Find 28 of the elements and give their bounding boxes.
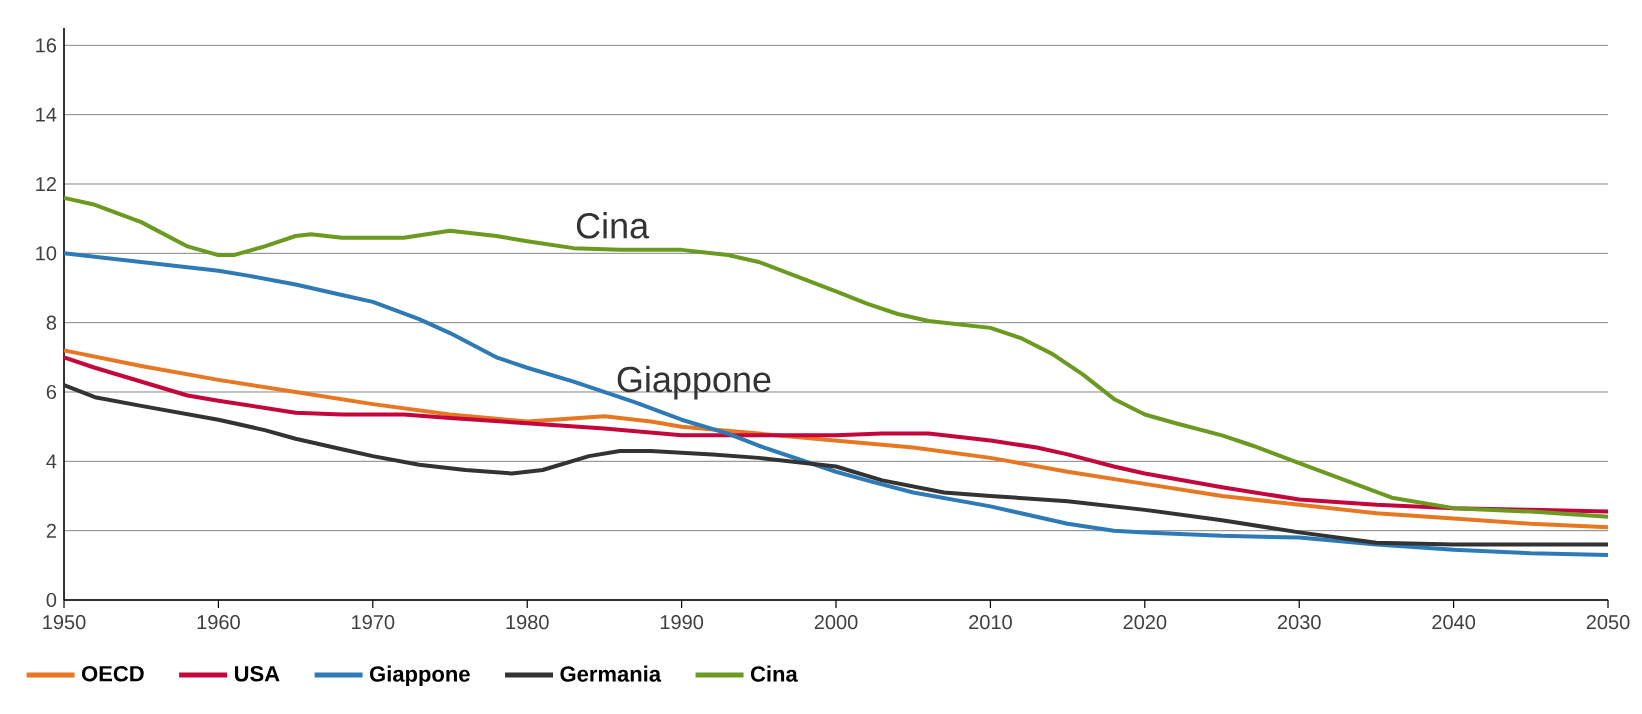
legend-label: Germania xyxy=(560,665,662,682)
annotation: Cina xyxy=(576,212,650,239)
legend-label: OECD xyxy=(82,665,144,682)
x-tick-label: 2020 xyxy=(1123,615,1167,630)
x-tick-label: 2030 xyxy=(1277,615,1321,630)
y-tick-label: 0 xyxy=(46,592,57,608)
x-tick-label: 2040 xyxy=(1432,615,1476,630)
y-tick-label: 2 xyxy=(46,523,56,538)
x-tick-label: 1990 xyxy=(660,615,704,630)
annotation: Giappone xyxy=(617,365,771,400)
y-tick-label: 12 xyxy=(36,177,56,191)
x-tick-label: 1980 xyxy=(506,615,549,630)
x-tick-label: 1950 xyxy=(43,615,86,630)
y-tick-label: 14 xyxy=(36,107,57,122)
legend-label: Cina xyxy=(750,665,798,682)
line-series xyxy=(62,195,1611,519)
x-tick-label: 2000 xyxy=(814,615,858,630)
legend-label: USA xyxy=(234,665,280,682)
y-tick-label: 16 xyxy=(36,38,57,53)
legend-label: Giappone xyxy=(370,665,470,687)
y-tick-label: 8 xyxy=(46,315,57,330)
y-tick-label: 10 xyxy=(36,246,57,261)
x-tick-label: 2010 xyxy=(969,615,1012,630)
x-tick-label: 2050 xyxy=(1586,615,1630,630)
x-tick-label: 1960 xyxy=(197,615,240,630)
x-tick-label: 1970 xyxy=(352,615,395,630)
y-tick-label: 6 xyxy=(46,384,57,400)
y-tick-label: 4 xyxy=(46,454,57,469)
